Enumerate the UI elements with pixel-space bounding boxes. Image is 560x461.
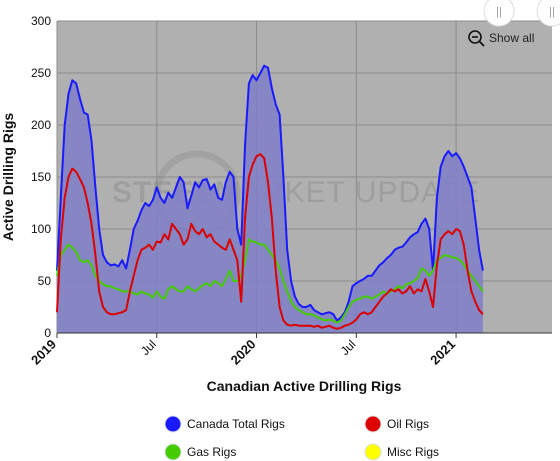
legend-item-canada-total-rigs[interactable]: Canada Total Rigs [164, 415, 285, 433]
zoom-handle-right[interactable] [536, 0, 560, 27]
legend-item-oil-rigs[interactable]: Oil Rigs [364, 415, 429, 433]
legend-item-misc-rigs[interactable]: Misc Rigs [364, 443, 439, 461]
series-layer [56, 64, 484, 333]
x-axis-title: Canadian Active Drilling Rigs [207, 378, 402, 394]
canada-total-rigs-line [56, 64, 484, 322]
show-all-button[interactable]: Show all [468, 30, 534, 47]
legend-marker [364, 443, 382, 461]
legend: Canada Total Rigs Oil Rigs Gas Rigs Misc Ri… [164, 415, 439, 461]
oil-rigs-line [56, 153, 484, 330]
y-axis-ticks: 0 50 100 150 200 250 300 [31, 14, 51, 340]
legend-label: Canada Total Rigs [187, 417, 285, 431]
x-tick-label: 2020 [228, 337, 259, 368]
zoom-out-icon [468, 30, 482, 44]
zoom-handle-left-grip-icon: || [496, 6, 502, 18]
zoom-handle-right-grip-icon: || [549, 6, 555, 18]
x-tick-label: Jul [338, 337, 359, 358]
x-tick-label: 2019 [28, 337, 59, 368]
y-tick-label: 50 [38, 274, 52, 288]
y-tick-label: 200 [31, 118, 51, 132]
zoom-handle-left[interactable] [483, 0, 515, 27]
y-tick-label: 150 [31, 170, 51, 184]
legend-marker [364, 415, 382, 433]
y-tick-label: 250 [31, 66, 51, 80]
legend-marker [164, 443, 182, 461]
legend-label: Misc Rigs [387, 445, 439, 459]
y-tick-label: 300 [31, 14, 51, 28]
y-axis-title: Active Drilling Rigs [0, 113, 16, 242]
show-all-label: Show all [489, 31, 534, 45]
zoom-out-icon-handle [478, 40, 485, 47]
legend-label: Oil Rigs [387, 417, 429, 431]
legend-marker [164, 415, 182, 433]
legend-label: Gas Rigs [187, 445, 236, 459]
x-axis-ticks: 2019 Jul 2020 Jul 2021 [28, 333, 458, 368]
y-tick-label: 100 [31, 222, 51, 236]
x-tick-label: Jul [138, 337, 159, 358]
x-tick-label: 2021 [427, 337, 458, 368]
gas-rigs-line [56, 238, 484, 324]
zoom-controls[interactable]: || || [483, 0, 560, 27]
legend-item-gas-rigs[interactable]: Gas Rigs [164, 443, 236, 461]
y-tick-label: 0 [44, 326, 51, 340]
